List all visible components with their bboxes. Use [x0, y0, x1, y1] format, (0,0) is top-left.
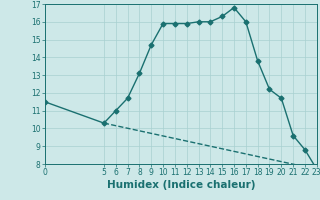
X-axis label: Humidex (Indice chaleur): Humidex (Indice chaleur) [107, 180, 255, 190]
